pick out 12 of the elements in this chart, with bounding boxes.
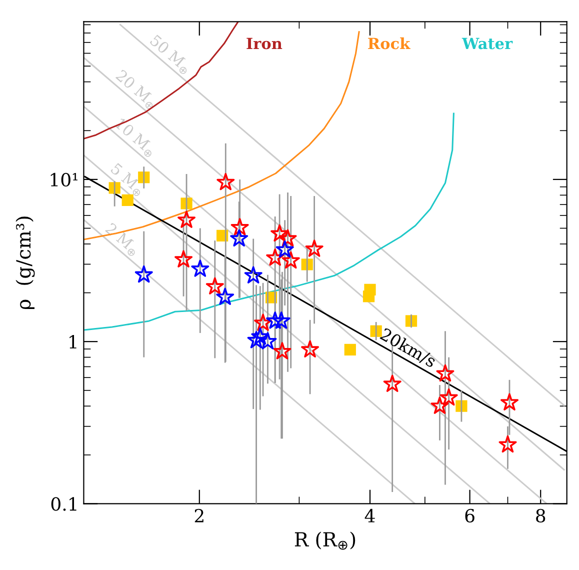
x-axis-title: R (R$_{⊕}$) <box>294 532 356 550</box>
y-tick-label: 1 <box>70 335 76 348</box>
y-axis-title: ρ (g/cm³) <box>16 216 35 310</box>
y-tick-label: 0.1 <box>51 497 76 511</box>
x-tick-label: 8 <box>536 508 546 523</box>
x-tick-label: 6 <box>465 508 474 523</box>
x-tick-label: 4 <box>364 508 375 522</box>
series-label: Iron <box>246 38 282 50</box>
series-label: Rock <box>368 37 410 50</box>
y-tick-label: 10¹ <box>50 172 78 187</box>
x-tick-label: 2 <box>194 508 204 522</box>
text: Water <box>462 38 513 50</box>
